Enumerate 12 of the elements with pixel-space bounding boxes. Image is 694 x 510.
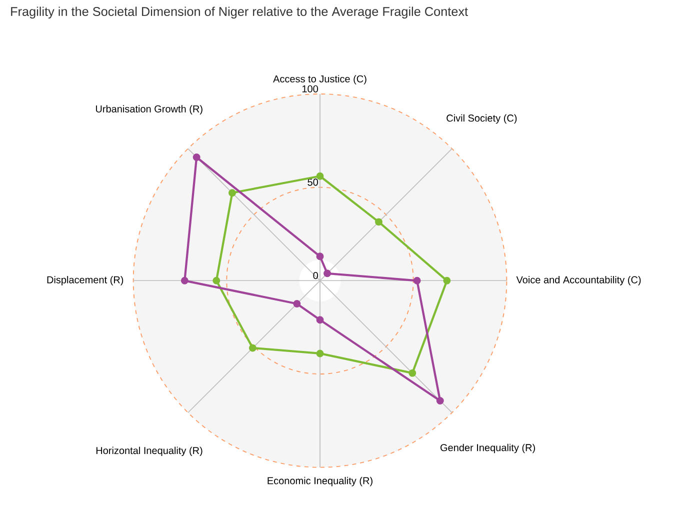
y-tick-label: 100 bbox=[302, 85, 318, 92]
spoke-label: Gender Inequality (R) bbox=[440, 444, 535, 454]
spoke-label: Voice and Accountability (C) bbox=[516, 276, 641, 286]
spoke-label: Economic Inequality (R) bbox=[268, 476, 372, 486]
chart-title: Fragility in the Societal Dimension of Niger relative to the Average Fragile Context bbox=[11, 6, 468, 19]
spoke-label: Displacement (R) bbox=[47, 276, 124, 286]
spoke-label: Access to Justice (C) bbox=[273, 75, 366, 84]
y-tick-label: 0 bbox=[313, 272, 318, 280]
y-tick-label: 50 bbox=[308, 178, 318, 186]
spoke-label: Civil Society (C) bbox=[446, 114, 517, 124]
spoke-label: Urbanisation Growth (R) bbox=[96, 105, 202, 114]
spoke-label: Horizontal Inequality (R) bbox=[96, 446, 202, 456]
